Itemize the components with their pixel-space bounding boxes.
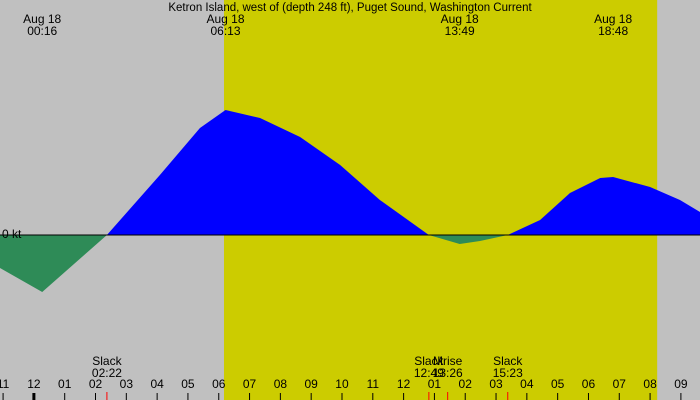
event-time: 18:48 xyxy=(598,24,628,38)
x-tick-label: 11 xyxy=(367,377,380,391)
x-tick-label: 01 xyxy=(428,377,442,391)
x-tick-label: 01 xyxy=(58,377,72,391)
current-flood xyxy=(0,110,700,235)
x-tick-label: 12 xyxy=(27,377,41,391)
x-tick-label: 06 xyxy=(212,377,226,391)
x-tick-label: 09 xyxy=(304,377,318,391)
event-time: 13:26 xyxy=(433,366,463,380)
x-tick-label: 11 xyxy=(0,377,10,391)
x-tick-label: 07 xyxy=(613,377,627,391)
x-tick-label: 08 xyxy=(274,377,288,391)
chart-title: Ketron Island, west of (depth 248 ft), P… xyxy=(168,2,532,14)
event-time: 13:49 xyxy=(445,24,475,38)
event-date: Aug 18 xyxy=(594,12,632,26)
event-name: Slack xyxy=(414,354,444,368)
y-tick-label: 0 kt xyxy=(2,227,22,241)
x-tick-label: 07 xyxy=(243,377,257,391)
x-tick-label: 08 xyxy=(643,377,657,391)
event-name: Slack xyxy=(92,354,122,368)
event-time: 15:23 xyxy=(493,366,523,380)
x-tick-label: 04 xyxy=(150,377,164,391)
x-tick-label: 02 xyxy=(459,377,473,391)
x-tick-label: 10 xyxy=(335,377,349,391)
x-tick-label: 05 xyxy=(181,377,195,391)
x-tick-label: 02 xyxy=(89,377,103,391)
x-tick-label: 03 xyxy=(120,377,134,391)
event-name: Slack xyxy=(493,354,523,368)
event-date: Aug 18 xyxy=(441,12,479,26)
event-time: 00:16 xyxy=(27,24,57,38)
x-tick-label: 04 xyxy=(520,377,534,391)
x-tick-label: 05 xyxy=(551,377,565,391)
event-time: 06:13 xyxy=(211,24,241,38)
x-tick-label: 06 xyxy=(582,377,596,391)
event-time: 02:22 xyxy=(92,366,122,380)
event-date: Aug 18 xyxy=(207,12,245,26)
event-date: Aug 18 xyxy=(23,12,61,26)
event-name: Mrise xyxy=(433,354,463,368)
event-time: 12:49 xyxy=(414,366,444,380)
x-tick-label: 03 xyxy=(489,377,503,391)
current-ebb xyxy=(0,235,700,292)
x-tick-label: 12 xyxy=(397,377,411,391)
x-tick-label: 09 xyxy=(674,377,688,391)
